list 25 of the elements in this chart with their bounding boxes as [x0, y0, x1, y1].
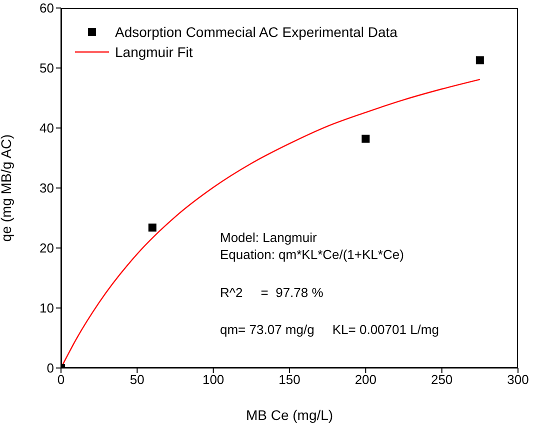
annotation: Model: Langmuir — [220, 230, 317, 245]
x-tick-label: 250 — [430, 372, 453, 388]
annotation: Equation: qm*KL*Ce/(1+KL*Ce) — [220, 247, 404, 262]
y-tick-label: 0 — [46, 360, 54, 376]
y-tick-label: 20 — [40, 240, 54, 256]
x-tick-label: 0 — [57, 372, 65, 388]
y-tick-label: 40 — [40, 120, 54, 136]
x-tick-label: 100 — [202, 372, 224, 388]
legend-label: Adsorption Commecial AC Experimental Data — [115, 24, 398, 40]
x-axis-title: MB Ce (mg/L) — [246, 407, 334, 423]
y-tick-label: 50 — [40, 60, 54, 76]
y-tick-label: 60 — [40, 0, 54, 16]
y-axis-title: qe (mg MB/g AC) — [0, 134, 14, 242]
x-tick-label: 300 — [507, 372, 529, 388]
y-tick-label: 30 — [40, 180, 54, 196]
point — [148, 224, 156, 232]
legend-label: Langmuir Fit — [115, 44, 193, 60]
x-tick-label: 200 — [354, 372, 377, 388]
annotation: qm= 73.07 mg/g KL= 0.00701 L/mg — [220, 322, 439, 337]
point — [362, 134, 370, 143]
annotation: R^2 = 97.78 % — [220, 285, 324, 300]
y-tick-label: 10 — [40, 300, 54, 316]
x-tick-label: 150 — [278, 372, 300, 388]
x-tick-label: 50 — [130, 372, 144, 388]
point — [476, 56, 484, 64]
